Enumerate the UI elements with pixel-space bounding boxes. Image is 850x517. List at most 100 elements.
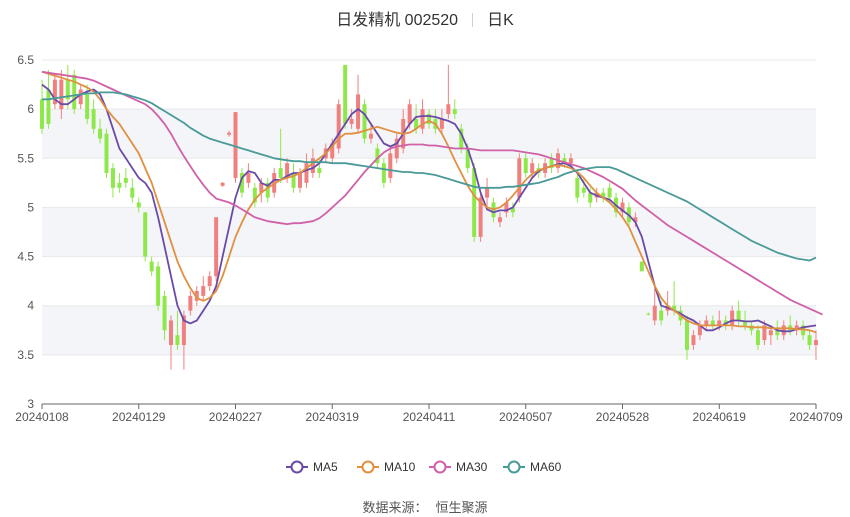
- candle-body: [768, 330, 773, 336]
- candle: [162, 290, 167, 341]
- legend-label: MA60: [530, 460, 562, 474]
- candle-body: [588, 192, 593, 203]
- candle-body: [691, 335, 696, 346]
- candle: [497, 212, 502, 228]
- candle: [452, 99, 457, 119]
- candle: [207, 271, 212, 291]
- y-tick-label: 5: [27, 200, 34, 214]
- candle-body: [381, 163, 386, 183]
- candle-body: [549, 158, 554, 169]
- candle: [110, 163, 115, 198]
- legend-item-ma5[interactable]: MA5: [286, 460, 338, 474]
- candle-body: [388, 153, 393, 178]
- candle-body: [65, 79, 70, 100]
- candle: [252, 182, 257, 208]
- candle-body: [46, 89, 51, 124]
- candle: [762, 320, 767, 346]
- candle-body: [156, 266, 161, 306]
- candle: [691, 330, 696, 350]
- candle-body: [633, 217, 638, 223]
- candle: [427, 109, 431, 129]
- y-tick-label: 5.5: [17, 151, 34, 165]
- candle: [214, 217, 219, 282]
- candle-body: [517, 158, 522, 198]
- candle-body: [330, 143, 335, 159]
- candle: [485, 177, 490, 208]
- candle-body: [497, 217, 502, 223]
- candle: [343, 64, 348, 129]
- candle: [639, 261, 644, 272]
- candle-body: [704, 320, 709, 326]
- candle-body: [298, 173, 302, 188]
- candle: [91, 99, 96, 134]
- candle: [78, 84, 83, 110]
- candle: [801, 320, 806, 341]
- candle: [472, 163, 477, 242]
- candle-body: [117, 182, 122, 188]
- candle-body: [188, 295, 193, 311]
- x-axis: 20240108 20240129 20240227 20240319 20240411…: [15, 403, 843, 424]
- candle-body: [523, 158, 528, 174]
- candle: [149, 256, 154, 277]
- candle-body: [98, 128, 103, 139]
- candle-body: [639, 261, 644, 272]
- candle-body: [265, 182, 270, 198]
- candle-body: [743, 320, 748, 326]
- candle: [697, 320, 702, 341]
- candle-body: [162, 295, 167, 331]
- candle-body: [420, 109, 425, 129]
- candle-body: [452, 109, 457, 115]
- title-separator: [472, 13, 474, 27]
- candle-body: [246, 173, 251, 183]
- candle: [246, 163, 251, 188]
- candle-body: [149, 261, 154, 272]
- candle: [349, 109, 354, 129]
- candle-body: [259, 182, 264, 193]
- candle-body: [136, 202, 141, 208]
- candle-body: [356, 94, 361, 129]
- candle: [446, 64, 451, 119]
- candle-body: [214, 217, 219, 277]
- plot-band: [42, 207, 816, 257]
- stock-name-code: 日发精机 002520: [336, 12, 459, 29]
- legend-label: MA30: [456, 460, 488, 474]
- chart-title: 日发精机 002520 日K: [0, 6, 850, 29]
- source-value: 恒生聚源: [435, 500, 488, 515]
- legend-item-ma60[interactable]: MA60: [503, 460, 562, 474]
- legend-item-ma10[interactable]: MA10: [357, 460, 416, 474]
- candle: [65, 64, 70, 110]
- candle: [394, 133, 399, 164]
- candle-body: [672, 305, 677, 311]
- candle-body: [562, 158, 567, 164]
- candle: [710, 315, 715, 331]
- period-label[interactable]: 日K: [487, 12, 514, 29]
- candle-body: [439, 118, 444, 129]
- candle-body: [110, 168, 115, 188]
- candle-body: [581, 187, 586, 193]
- legend: MA5 MA10 MA30 MA60: [286, 460, 562, 474]
- y-tick-label: 3.5: [17, 348, 34, 362]
- candle: [620, 197, 625, 218]
- candle-body: [510, 207, 515, 213]
- x-tick-label: 20240411: [403, 410, 456, 424]
- candle-body: [85, 94, 90, 119]
- candle-body: [181, 315, 186, 346]
- candle: [781, 320, 786, 341]
- candle-body: [685, 320, 689, 350]
- candle: [194, 286, 199, 306]
- candle-body: [169, 320, 173, 346]
- candle-body: [233, 112, 238, 178]
- legend-item-ma30[interactable]: MA30: [429, 460, 488, 474]
- candle-body: [285, 163, 290, 178]
- candle: [117, 173, 122, 193]
- candle: [123, 168, 128, 188]
- x-tick-label: 20240507: [499, 410, 553, 424]
- candle-body: [394, 138, 399, 159]
- y-axis: 3 3.5 4 4.5 5 5.5 6 6.5: [17, 53, 34, 411]
- candle-body: [646, 313, 651, 315]
- candle-body: [130, 187, 135, 198]
- candle-body: [459, 128, 464, 149]
- candle-body: [362, 104, 367, 139]
- kline-chart: 3 3.5 4 4.5 5 5.5 6 6.5 20240108 20240129 2024022…: [15, 53, 843, 474]
- candle: [517, 153, 522, 203]
